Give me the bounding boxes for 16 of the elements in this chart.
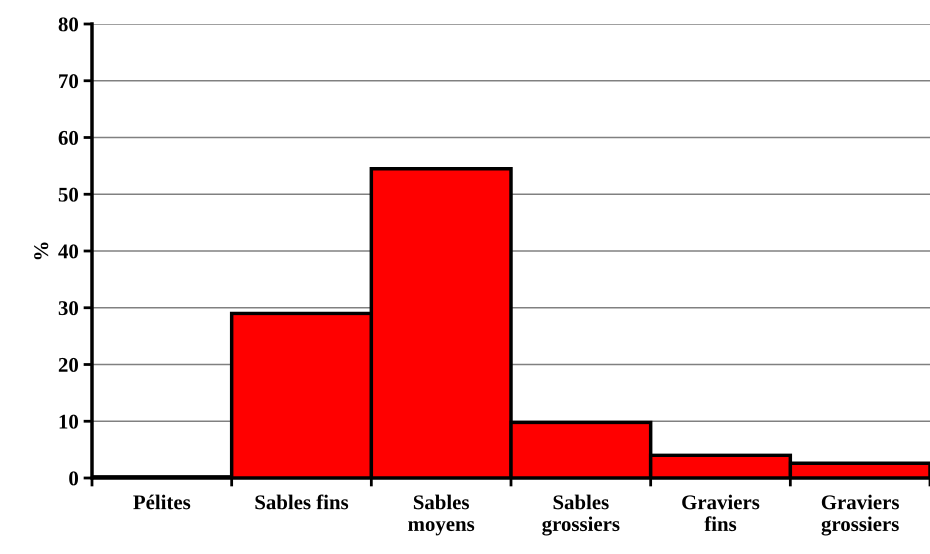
y-tick-label: 50 [58,188,78,202]
x-tick-label: Pélites [133,494,190,510]
y-tick-label: 80 [58,17,78,32]
y-tick-label: 0 [69,471,78,486]
y-tick-label: 70 [59,74,78,88]
x-tick-label: Sables grossiers [542,494,620,536]
x-tick-label: Graviers fins [682,494,760,532]
y-tick-label: 10 [60,414,78,429]
y-tick-label: 30 [58,301,78,316]
y-tick-label: 60 [58,130,78,145]
x-tick-label: Sables moyens [408,494,474,536]
y-tick-label: 20 [58,358,78,372]
x-tick-label: Graviers grossiers [822,494,899,536]
y-tick-label: 40 [58,244,78,258]
x-tick-label: Sables fins [255,494,348,510]
y-axis-title: % [34,242,48,260]
